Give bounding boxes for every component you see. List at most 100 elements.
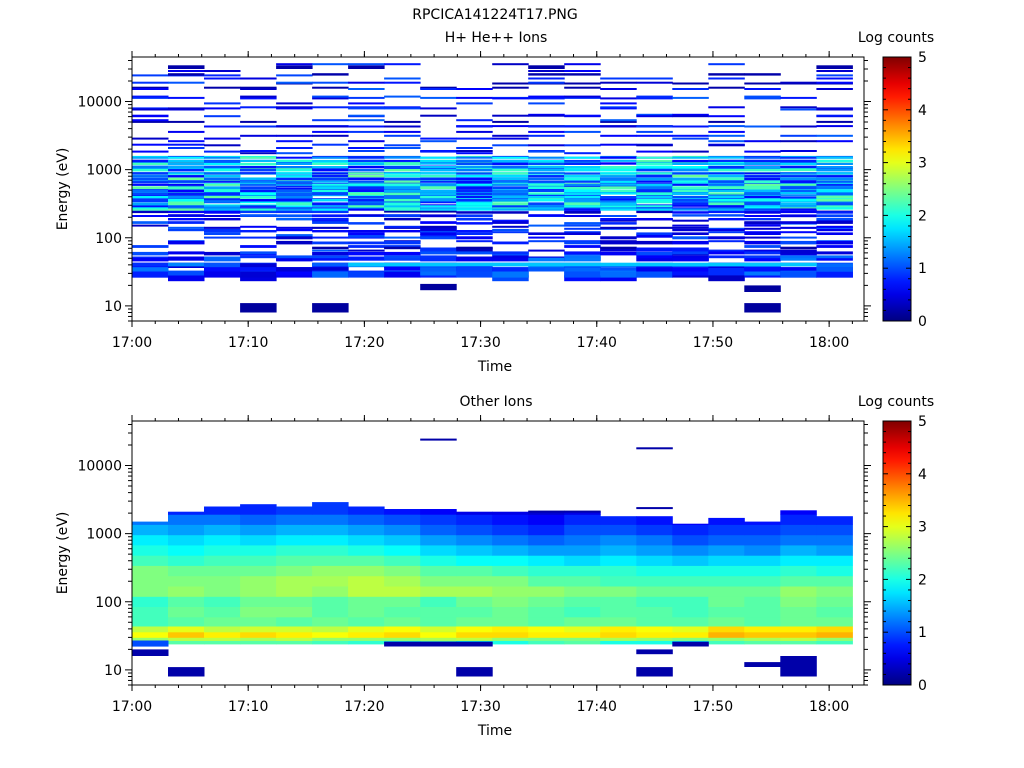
heatmap-cell bbox=[816, 140, 853, 143]
colorbar-tick-label: 4 bbox=[918, 467, 927, 483]
heatmap-cell bbox=[636, 596, 673, 607]
heatmap-cell bbox=[132, 200, 169, 203]
heatmap-cell bbox=[744, 221, 781, 224]
heatmap-cell bbox=[240, 201, 277, 204]
heatmap-cell bbox=[492, 219, 529, 222]
heatmap-cell bbox=[672, 208, 709, 211]
heatmap-cell bbox=[276, 134, 313, 137]
heatmap-cell bbox=[528, 545, 565, 556]
heatmap-cell bbox=[744, 255, 781, 259]
heatmap-cell bbox=[420, 172, 457, 175]
heatmap-cell bbox=[384, 509, 421, 515]
heatmap-cell bbox=[420, 196, 457, 199]
heatmap-cell bbox=[600, 575, 637, 587]
heatmap-cell bbox=[168, 81, 205, 84]
heatmap-cell bbox=[528, 159, 565, 162]
heatmap-cell bbox=[744, 196, 781, 199]
heatmap-cell bbox=[312, 186, 349, 189]
heatmap-cell bbox=[420, 107, 457, 110]
heatmap-cell bbox=[276, 514, 313, 525]
heatmap-cell bbox=[600, 246, 637, 250]
heatmap-cell bbox=[528, 162, 565, 165]
heatmap-cell bbox=[420, 137, 457, 140]
heatmap-cell bbox=[204, 183, 241, 186]
heatmap-cell bbox=[132, 161, 169, 164]
heatmap-cell bbox=[348, 214, 385, 217]
heatmap-cell bbox=[492, 255, 529, 259]
heatmap-cell bbox=[276, 189, 313, 192]
heatmap-cell bbox=[132, 96, 169, 99]
heatmap-cell bbox=[168, 228, 205, 232]
heatmap-cell bbox=[744, 545, 781, 556]
heatmap-cell bbox=[168, 275, 205, 282]
panel-title: Other Ions bbox=[459, 394, 532, 410]
heatmap-cell bbox=[384, 626, 421, 633]
heatmap-cell bbox=[528, 511, 565, 515]
heatmap-cell bbox=[672, 224, 709, 227]
heatmap-cell bbox=[132, 74, 169, 77]
heatmap-cell bbox=[348, 130, 385, 133]
heatmap-cell bbox=[528, 156, 565, 159]
heatmap-cell bbox=[672, 159, 709, 162]
heatmap-cell bbox=[564, 180, 601, 183]
heatmap-cell bbox=[456, 565, 493, 577]
heatmap-cell bbox=[816, 202, 853, 206]
heatmap-cell bbox=[600, 545, 637, 556]
heatmap-cell bbox=[708, 63, 745, 66]
heatmap-cell bbox=[636, 81, 673, 84]
heatmap-cell bbox=[384, 186, 421, 189]
heatmap-cell bbox=[456, 632, 493, 638]
heatmap-cell bbox=[600, 77, 637, 80]
heatmap-cell bbox=[204, 156, 241, 159]
heatmap-cell bbox=[132, 626, 169, 633]
heatmap-cell bbox=[420, 214, 457, 218]
heatmap-cell bbox=[816, 186, 853, 189]
heatmap-cell bbox=[384, 255, 421, 259]
heatmap-cell bbox=[204, 586, 241, 597]
heatmap-cell bbox=[636, 165, 673, 168]
heatmap-cell bbox=[420, 270, 457, 276]
heatmap-cell bbox=[528, 65, 565, 69]
heatmap-cell bbox=[708, 161, 745, 164]
heatmap-cell bbox=[348, 180, 385, 183]
heatmap-cell bbox=[240, 214, 277, 217]
heatmap-cell bbox=[744, 249, 781, 252]
colorbar-tick-label: 4 bbox=[918, 103, 927, 119]
heatmap-cell bbox=[456, 596, 493, 607]
heatmap-cell bbox=[240, 208, 277, 211]
heatmap-cell bbox=[636, 257, 673, 262]
colorbar bbox=[882, 56, 912, 322]
heatmap-cell bbox=[276, 586, 313, 597]
heatmap-cell bbox=[384, 147, 421, 149]
heatmap-cell bbox=[312, 119, 349, 122]
heatmap-cell bbox=[168, 270, 205, 276]
heatmap-cell bbox=[132, 215, 169, 217]
heatmap-cell bbox=[456, 130, 493, 133]
heatmap-cell bbox=[492, 162, 529, 165]
heatmap-cell bbox=[744, 206, 781, 209]
heatmap-cell bbox=[780, 150, 817, 152]
heatmap-cell bbox=[240, 106, 277, 109]
heatmap-cell bbox=[420, 183, 457, 186]
heatmap-cell bbox=[708, 596, 745, 607]
heatmap-cell bbox=[744, 224, 781, 227]
heatmap-cell bbox=[456, 637, 493, 641]
heatmap-cell bbox=[276, 175, 313, 178]
heatmap-cell bbox=[636, 616, 673, 627]
heatmap-cell bbox=[744, 180, 781, 183]
heatmap-cell bbox=[528, 186, 565, 189]
heatmap-cell bbox=[708, 231, 745, 234]
heatmap-cell bbox=[420, 255, 457, 259]
heatmap-cell bbox=[132, 640, 169, 647]
heatmap-cell bbox=[456, 247, 493, 252]
heatmap-cell bbox=[384, 183, 421, 186]
heatmap-cell bbox=[276, 102, 313, 105]
heatmap-cell bbox=[780, 249, 817, 252]
heatmap-cell bbox=[600, 119, 637, 122]
heatmap-cell bbox=[780, 586, 817, 597]
heatmap-cell bbox=[420, 140, 457, 143]
heatmap-cell bbox=[528, 632, 565, 638]
heatmap-cell bbox=[636, 169, 673, 172]
heatmap-cell bbox=[636, 134, 673, 137]
heatmap-cell bbox=[312, 169, 349, 172]
